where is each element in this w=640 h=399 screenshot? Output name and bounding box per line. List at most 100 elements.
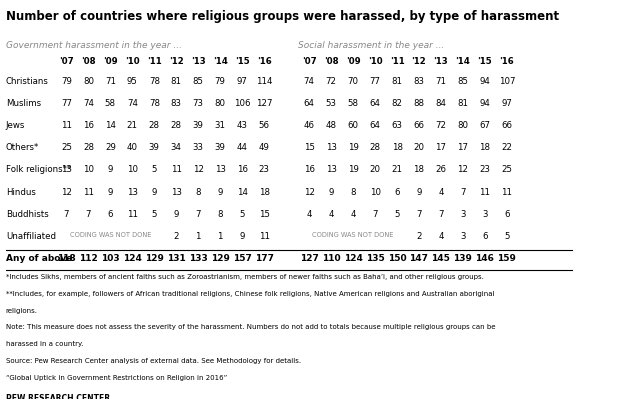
Text: 71: 71 bbox=[105, 77, 116, 86]
Text: '12: '12 bbox=[412, 57, 426, 66]
Text: 43: 43 bbox=[237, 121, 248, 130]
Text: Social harassment in the year ...: Social harassment in the year ... bbox=[298, 41, 444, 50]
Text: 9: 9 bbox=[218, 188, 223, 196]
Text: 58: 58 bbox=[348, 99, 358, 108]
Text: Muslims: Muslims bbox=[6, 99, 41, 108]
Text: '12: '12 bbox=[169, 57, 184, 66]
Text: 13: 13 bbox=[61, 165, 72, 174]
Text: 1: 1 bbox=[195, 232, 201, 241]
Text: 63: 63 bbox=[392, 121, 403, 130]
Text: 124: 124 bbox=[123, 254, 142, 263]
Text: 53: 53 bbox=[326, 99, 337, 108]
Text: 72: 72 bbox=[435, 121, 447, 130]
Text: '08: '08 bbox=[324, 57, 339, 66]
Text: 78: 78 bbox=[149, 77, 160, 86]
Text: 64: 64 bbox=[304, 99, 315, 108]
Text: 15: 15 bbox=[259, 210, 269, 219]
Text: '10: '10 bbox=[125, 57, 140, 66]
Text: 8: 8 bbox=[195, 188, 201, 196]
Text: 25: 25 bbox=[501, 165, 513, 174]
Text: “Global Uptick in Government Restrictions on Religion in 2016”: “Global Uptick in Government Restriction… bbox=[6, 375, 227, 381]
Text: 9: 9 bbox=[328, 188, 334, 196]
Text: 46: 46 bbox=[304, 121, 315, 130]
Text: 10: 10 bbox=[83, 165, 94, 174]
Text: Note: This measure does not assess the severity of the harassment. Numbers do no: Note: This measure does not assess the s… bbox=[6, 324, 495, 330]
Text: 177: 177 bbox=[255, 254, 274, 263]
Text: 72: 72 bbox=[326, 77, 337, 86]
Text: 13: 13 bbox=[326, 143, 337, 152]
Text: 77: 77 bbox=[369, 77, 381, 86]
Text: 39: 39 bbox=[193, 121, 204, 130]
Text: 18: 18 bbox=[413, 165, 424, 174]
Text: 79: 79 bbox=[61, 77, 72, 86]
Text: 11: 11 bbox=[61, 121, 72, 130]
Text: 11: 11 bbox=[259, 232, 269, 241]
Text: 18: 18 bbox=[479, 143, 490, 152]
Text: 39: 39 bbox=[215, 143, 226, 152]
Text: 83: 83 bbox=[171, 99, 182, 108]
Text: 64: 64 bbox=[369, 121, 381, 130]
Text: 94: 94 bbox=[479, 77, 490, 86]
Text: '07: '07 bbox=[302, 57, 317, 66]
Text: 28: 28 bbox=[369, 143, 381, 152]
Text: '16: '16 bbox=[257, 57, 271, 66]
Text: 11: 11 bbox=[501, 188, 513, 196]
Text: 74: 74 bbox=[304, 77, 315, 86]
Text: 133: 133 bbox=[189, 254, 207, 263]
Text: 110: 110 bbox=[322, 254, 340, 263]
Text: Christians: Christians bbox=[6, 77, 49, 86]
Text: 106: 106 bbox=[234, 99, 250, 108]
Text: '08: '08 bbox=[81, 57, 96, 66]
Text: 112: 112 bbox=[79, 254, 98, 263]
Text: '14: '14 bbox=[212, 57, 228, 66]
Text: 26: 26 bbox=[435, 165, 447, 174]
Text: 84: 84 bbox=[435, 99, 447, 108]
Text: 28: 28 bbox=[171, 121, 182, 130]
Text: 5: 5 bbox=[504, 232, 509, 241]
Text: 20: 20 bbox=[413, 143, 424, 152]
Text: **Includes, for example, followers of African traditional religions, Chinese fol: **Includes, for example, followers of Af… bbox=[6, 290, 494, 296]
Text: 2: 2 bbox=[173, 232, 179, 241]
Text: 12: 12 bbox=[458, 165, 468, 174]
Text: 25: 25 bbox=[61, 143, 72, 152]
Text: 1: 1 bbox=[218, 232, 223, 241]
Text: 97: 97 bbox=[237, 77, 248, 86]
Text: Jews: Jews bbox=[6, 121, 25, 130]
Text: 10: 10 bbox=[127, 165, 138, 174]
Text: 3: 3 bbox=[460, 210, 466, 219]
Text: 12: 12 bbox=[304, 188, 315, 196]
Text: 28: 28 bbox=[149, 121, 160, 130]
Text: 114: 114 bbox=[256, 77, 273, 86]
Text: Unaffiliated: Unaffiliated bbox=[6, 232, 56, 241]
Text: 8: 8 bbox=[350, 188, 356, 196]
Text: 23: 23 bbox=[259, 165, 269, 174]
Text: '16: '16 bbox=[499, 57, 514, 66]
Text: 97: 97 bbox=[501, 99, 512, 108]
Text: 77: 77 bbox=[61, 99, 72, 108]
Text: 88: 88 bbox=[413, 99, 424, 108]
Text: '14: '14 bbox=[456, 57, 470, 66]
Text: 7: 7 bbox=[64, 210, 69, 219]
Text: 14: 14 bbox=[237, 188, 248, 196]
Text: 4: 4 bbox=[438, 188, 444, 196]
Text: 29: 29 bbox=[105, 143, 116, 152]
Text: 146: 146 bbox=[476, 254, 494, 263]
Text: 4: 4 bbox=[438, 232, 444, 241]
Text: '11: '11 bbox=[390, 57, 404, 66]
Text: 147: 147 bbox=[410, 254, 429, 263]
Text: 95: 95 bbox=[127, 77, 138, 86]
Text: 127: 127 bbox=[300, 254, 319, 263]
Text: 6: 6 bbox=[394, 188, 400, 196]
Text: 73: 73 bbox=[193, 99, 204, 108]
Text: PEW RESEARCH CENTER: PEW RESEARCH CENTER bbox=[6, 394, 110, 399]
Text: 64: 64 bbox=[369, 99, 381, 108]
Text: 129: 129 bbox=[145, 254, 164, 263]
Text: 74: 74 bbox=[83, 99, 94, 108]
Text: 4: 4 bbox=[350, 210, 356, 219]
Text: 18: 18 bbox=[392, 143, 403, 152]
Text: 28: 28 bbox=[83, 143, 94, 152]
Text: '15: '15 bbox=[235, 57, 250, 66]
Text: 56: 56 bbox=[259, 121, 269, 130]
Text: '10: '10 bbox=[368, 57, 382, 66]
Text: 13: 13 bbox=[171, 188, 182, 196]
